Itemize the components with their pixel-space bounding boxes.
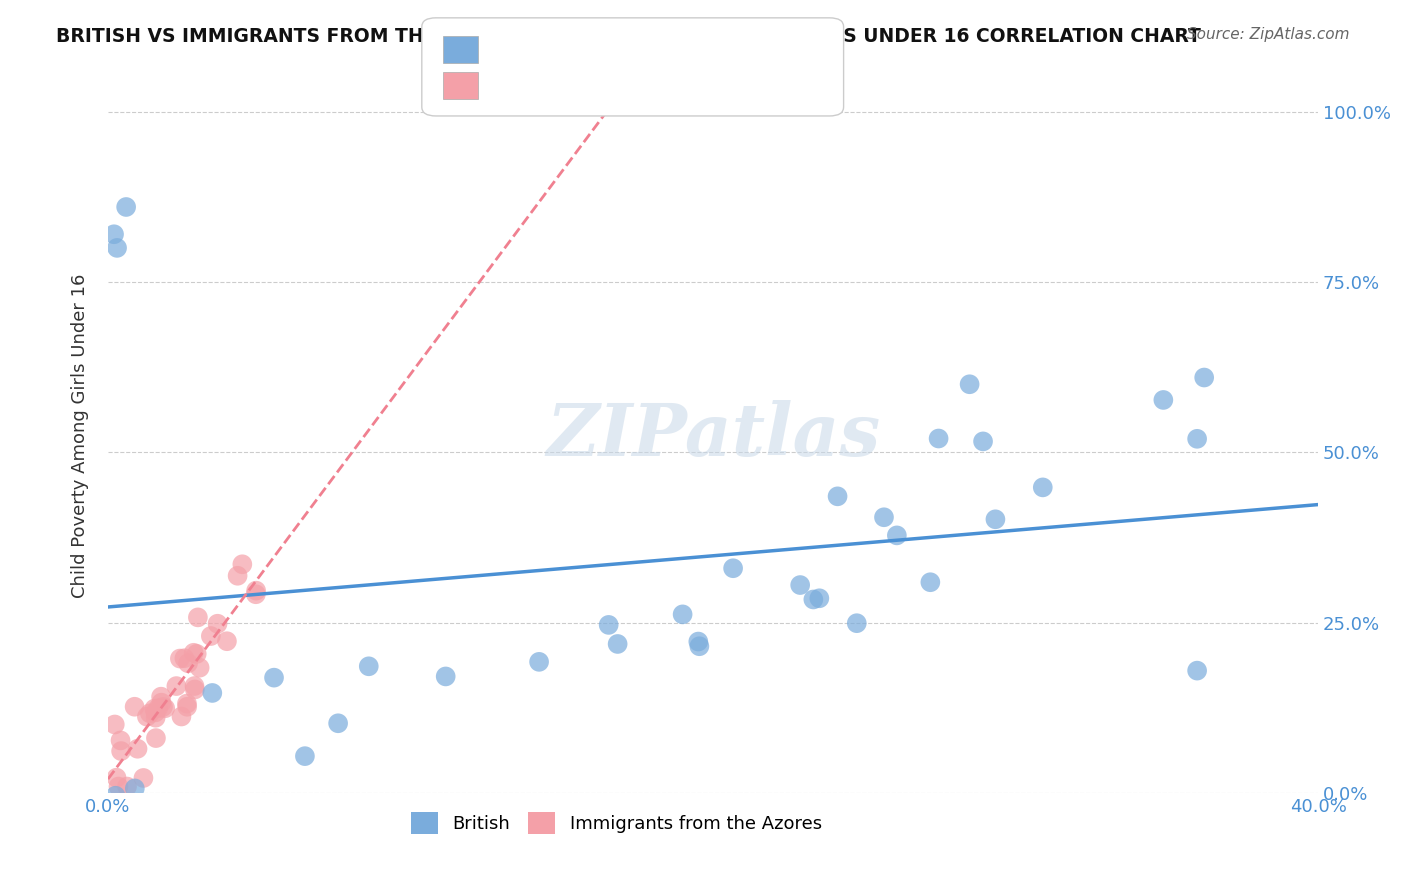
Point	[598, 618, 620, 632]
Point	[920, 575, 942, 590]
Point	[132, 771, 155, 785]
Point	[107, 780, 129, 794]
Point	[789, 578, 811, 592]
Point	[326, 716, 349, 731]
Text: R = 0.589    N = 35: R = 0.589 N = 35	[492, 41, 728, 61]
Point	[808, 591, 831, 606]
Point	[153, 701, 176, 715]
Point	[226, 568, 249, 582]
Point	[127, 741, 149, 756]
Point	[688, 634, 710, 648]
Point	[187, 610, 209, 624]
Point	[186, 647, 208, 661]
Point	[928, 432, 950, 446]
Point	[177, 656, 200, 670]
Point	[105, 241, 128, 255]
Text: Source: ZipAtlas.com: Source: ZipAtlas.com	[1187, 27, 1350, 42]
Y-axis label: Child Poverty Among Girls Under 16: Child Poverty Among Girls Under 16	[72, 273, 89, 598]
Point	[135, 709, 157, 723]
Point	[183, 646, 205, 660]
Point	[200, 629, 222, 643]
Point	[215, 634, 238, 648]
Point	[184, 682, 207, 697]
Point	[357, 659, 380, 673]
Point	[103, 227, 125, 242]
Point	[105, 771, 128, 785]
Point	[104, 789, 127, 803]
Point	[145, 706, 167, 720]
Point	[527, 655, 550, 669]
Point	[688, 639, 710, 653]
Point	[143, 701, 166, 715]
Point	[245, 583, 267, 598]
Point	[972, 434, 994, 449]
Point	[139, 706, 162, 721]
Point	[984, 512, 1007, 526]
Point	[124, 781, 146, 796]
Point	[873, 510, 896, 524]
Point	[165, 679, 187, 693]
Point	[110, 744, 132, 758]
Point	[263, 671, 285, 685]
Point	[1185, 664, 1208, 678]
Point	[104, 717, 127, 731]
Point	[152, 699, 174, 714]
Point	[115, 780, 138, 794]
Text: BRITISH VS IMMIGRANTS FROM THE AZORES CHILD POVERTY AMONG GIRLS UNDER 16 CORRELA: BRITISH VS IMMIGRANTS FROM THE AZORES CH…	[56, 27, 1201, 45]
Point	[183, 679, 205, 693]
Point	[671, 607, 693, 622]
Point	[801, 592, 824, 607]
Point	[150, 690, 173, 704]
Point	[176, 699, 198, 714]
Point	[188, 661, 211, 675]
Point	[150, 696, 173, 710]
Point	[169, 651, 191, 665]
Point	[1032, 480, 1054, 494]
Point	[434, 669, 457, 683]
Point	[245, 587, 267, 601]
Text: R = 0.509    N = 40: R = 0.509 N = 40	[492, 77, 728, 97]
Point	[1152, 392, 1174, 407]
Point	[721, 561, 744, 575]
Point	[173, 651, 195, 665]
Point	[827, 489, 849, 503]
Point	[176, 697, 198, 711]
Point	[115, 200, 138, 214]
Point	[606, 637, 628, 651]
Point	[145, 731, 167, 745]
Point	[207, 616, 229, 631]
Point	[201, 686, 224, 700]
Point	[148, 701, 170, 715]
Point	[124, 699, 146, 714]
Legend: British, Immigrants from the Azores: British, Immigrants from the Azores	[411, 813, 821, 834]
Point	[145, 711, 167, 725]
Point	[845, 616, 868, 631]
Point	[1192, 370, 1215, 384]
Point	[170, 709, 193, 723]
Point	[110, 733, 132, 747]
Text: ZIPatlas: ZIPatlas	[546, 400, 880, 471]
Point	[294, 749, 316, 764]
Point	[231, 558, 253, 572]
Point	[886, 528, 908, 542]
Point	[959, 377, 981, 392]
Point	[1185, 432, 1208, 446]
